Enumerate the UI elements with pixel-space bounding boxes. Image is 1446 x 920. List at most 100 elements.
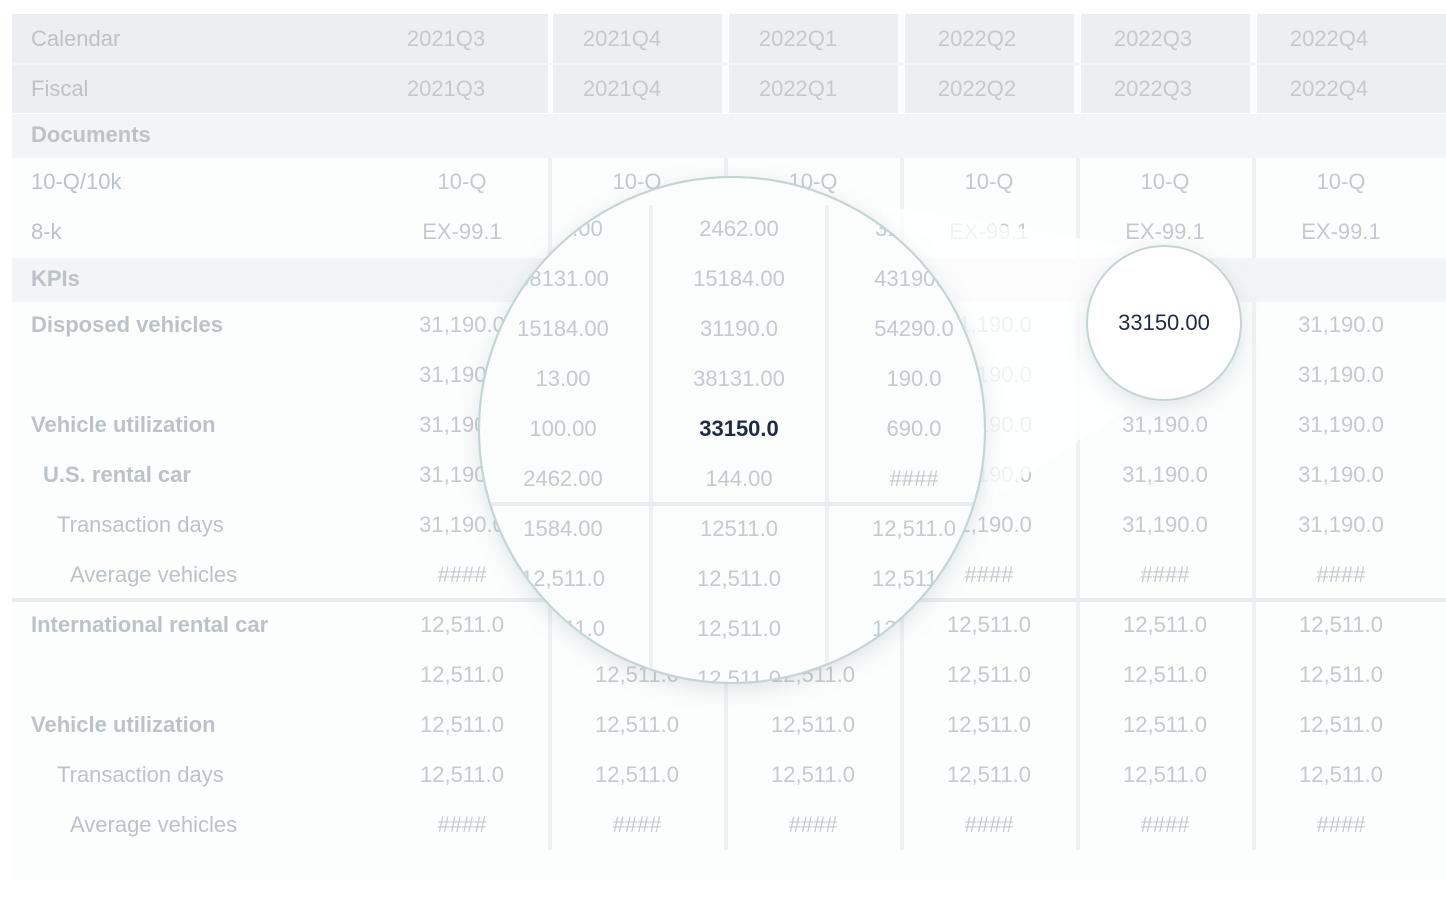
magnified-cell: 12,511.0 [697, 616, 781, 641]
header-cell-text: 2021Q4 [583, 26, 661, 51]
cell: #### [1141, 562, 1191, 587]
header-label: Fiscal [31, 76, 88, 101]
cell: #### [1141, 812, 1191, 837]
column-separator [1076, 157, 1080, 850]
magnified-cell: 2462.00 [523, 466, 603, 491]
cell: 12,511.0 [1299, 712, 1383, 737]
header-cell-text: 2021Q3 [407, 76, 485, 101]
magnifier-divider [480, 502, 984, 506]
cell: 12,511.0 [420, 762, 504, 787]
cell: 12,511.0 [1299, 662, 1383, 687]
row-label: Average vehicles [70, 562, 237, 587]
cell: 31,190.0 [1298, 412, 1384, 437]
header-cell-text: 2022Q3 [1114, 26, 1192, 51]
magnified-cell: 54290.0 [874, 316, 954, 341]
row-label: U.S. rental car [43, 462, 191, 487]
cell: 12,511.0 [1123, 662, 1207, 687]
cell: #### [438, 812, 488, 837]
cell: #### [1317, 812, 1367, 837]
cell: 10-Q [965, 169, 1014, 194]
magnified-cell: 190.0 [886, 366, 941, 391]
magnified-cell: #### [890, 466, 940, 491]
row-label: Transaction days [57, 512, 224, 537]
cell: 31,190.0 [419, 512, 505, 537]
cell: 31,190.0 [1122, 512, 1208, 537]
cell: 12,511.0 [420, 662, 504, 687]
header-cell-text: 2022Q2 [938, 26, 1016, 51]
cell: 12,511.0 [947, 612, 1031, 637]
header-cell-text: 2021Q4 [583, 76, 661, 101]
lens-connector [880, 205, 1150, 500]
row-label: 10-Q/10k [31, 169, 122, 194]
header-cell-text: 2022Q4 [1290, 26, 1368, 51]
magnified-cell: 1584.00 [523, 516, 603, 541]
cell: EX-99.1 [1125, 219, 1205, 244]
cell: #### [613, 812, 663, 837]
cell: 31,190.0 [1298, 462, 1384, 487]
magnified-cell: 13.00 [535, 366, 590, 391]
magnified-cell: 38131.00 [693, 366, 785, 391]
row-label: Vehicle utilization [31, 412, 216, 437]
magnifier-overlay: 2462.002462.0031190.038131.0015184.00431… [478, 176, 1242, 691]
magnifier-rim [478, 176, 986, 684]
cell: 12,511.0 [1299, 762, 1383, 787]
header-cell-text: 2022Q1 [759, 76, 837, 101]
cell: 31,190.0 [1122, 412, 1208, 437]
cell: #### [1317, 562, 1367, 587]
magnified-cell: 12511.0 [700, 516, 778, 541]
cell: 12,511.0 [595, 762, 679, 787]
section-band [12, 114, 1446, 158]
row-label: Average vehicles [70, 812, 237, 837]
cell: 12,511.0 [1299, 612, 1383, 637]
section-title: Documents [31, 122, 151, 147]
cell: #### [965, 812, 1015, 837]
column-separator [1252, 157, 1256, 850]
magnified-cell: 12,511.0 [697, 666, 781, 691]
cell: 12,511.0 [771, 762, 855, 787]
header-label: Calendar [31, 26, 120, 51]
cell: 31,190.0 [1298, 362, 1384, 387]
magnified-cell: 144.00 [705, 466, 772, 491]
magnifier-separator [825, 205, 829, 682]
magnified-cell: 12,511.0 [521, 566, 605, 591]
cell: 10-Q [438, 169, 487, 194]
magnified-cell: 2462.00 [699, 216, 779, 241]
detail-value: 33150.00 [1118, 310, 1210, 335]
magnified-cell: 31190.0 [700, 316, 778, 341]
magnified-cell: 15184.00 [693, 266, 785, 291]
cell: #### [789, 812, 839, 837]
row-label: 8-k [31, 219, 63, 244]
row-label: Disposed vehicles [31, 312, 223, 337]
cell: 10-Q [1317, 169, 1366, 194]
header-cell-text: 2022Q4 [1290, 76, 1368, 101]
header-cell-text: 2022Q3 [1114, 76, 1192, 101]
magnifier-separator [649, 205, 653, 682]
cell: 10-Q [1141, 169, 1190, 194]
cell: 12,511.0 [1123, 612, 1207, 637]
magnified-cell: 15184.00 [517, 316, 609, 341]
cell: 12,511.0 [947, 762, 1031, 787]
cell: 31,190.0 [419, 312, 505, 337]
header-cell-text: 2021Q3 [407, 26, 485, 51]
cell: 12,511.0 [1123, 762, 1207, 787]
row-label: International rental car [31, 612, 269, 637]
section-title: KPIs [31, 266, 80, 291]
cell: 12,511.0 [947, 662, 1031, 687]
magnified-cell: 100.00 [529, 416, 596, 441]
cell: 12,511.0 [947, 712, 1031, 737]
cell: 31,190.0 [1298, 312, 1384, 337]
cell: 12,511.0 [595, 712, 679, 737]
magnified-cell: 690.0 [886, 416, 941, 441]
magnified-highlight: 33150.0 [699, 416, 779, 441]
cell: 12,511.0 [771, 712, 855, 737]
header-cell-text: 2022Q2 [938, 76, 1016, 101]
cell: 12,511.0 [1123, 712, 1207, 737]
cell: 31,190.0 [1122, 462, 1208, 487]
cell: #### [965, 562, 1015, 587]
row-label: Transaction days [57, 762, 224, 787]
cell: 12,511.0 [420, 712, 504, 737]
cell: #### [438, 562, 488, 587]
cell: EX-99.1 [422, 219, 502, 244]
